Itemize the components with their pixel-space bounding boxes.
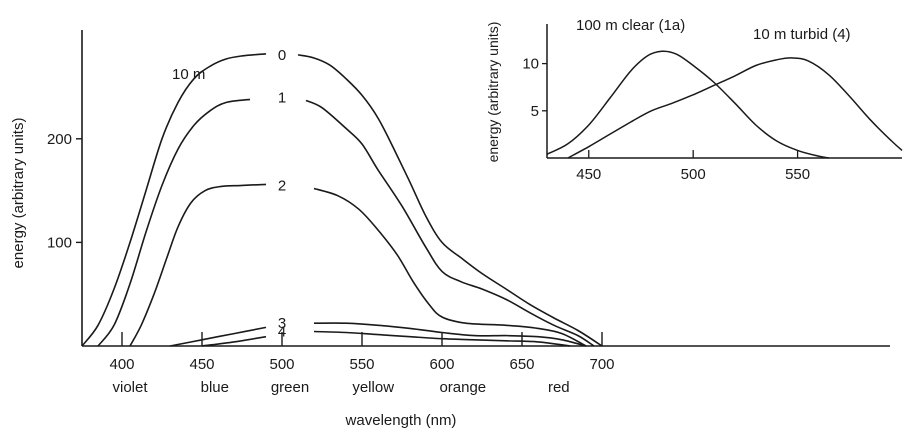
x-tick-label-550: 550 (349, 356, 374, 373)
color-band-green: green (271, 379, 309, 396)
series-label-3: 3 (278, 315, 286, 332)
series-3-line-left (169, 326, 267, 347)
inset-series-1-line (546, 50, 830, 159)
series-label-2: 2 (278, 177, 286, 194)
series-1-line-right (305, 99, 595, 347)
x-tick-label-400: 400 (109, 356, 134, 373)
series-label-4: 4 (278, 323, 286, 340)
x-tick-label-700: 700 (589, 356, 614, 373)
series-0-line-left (81, 53, 267, 347)
series-3-line-right (313, 322, 587, 347)
color-band-violet: violet (112, 379, 148, 396)
x-tick-label-500: 500 (269, 356, 294, 373)
y-tick-label-100: 100 (47, 234, 72, 251)
inset-legend-clear: 100 m clear (1a) (576, 17, 685, 34)
series-4-line-left (201, 335, 267, 347)
inset-legend-turbid: 10 m turbid (4) (753, 26, 851, 43)
inset-y-axis-title: energy (arbitrary units) (485, 22, 501, 163)
series-label-1: 1 (278, 89, 286, 106)
x-tick-label-600: 600 (429, 356, 454, 373)
x-tick-label-650: 650 (509, 356, 534, 373)
inset-x-tick-label-550: 550 (785, 166, 810, 183)
series-0-line-right (297, 54, 603, 347)
inset-x-tick-label-450: 450 (576, 166, 601, 183)
depth-annotation: 10 m (172, 66, 205, 83)
x-tick-label-450: 450 (189, 356, 214, 373)
x-axis-title: wavelength (nm) (345, 412, 457, 429)
y-tick-label-200: 200 (47, 131, 72, 148)
inset-x-tick-label-500: 500 (681, 166, 706, 183)
color-band-blue: blue (201, 379, 229, 396)
series-1-line-left (97, 98, 251, 347)
inset-y-tick-label-10: 10 (522, 56, 539, 73)
y-axis-title: energy (arbitrary units) (10, 118, 27, 269)
color-band-yellow: yellow (352, 379, 394, 396)
series-2-line-left (129, 183, 267, 347)
series-2-line-right (313, 187, 587, 347)
inset-chart: 450 500 550 5 10 energy (arbitrary units) 100 … (485, 17, 903, 183)
inset-y-tick-label-5: 5 (531, 103, 539, 120)
color-band-orange: orange (439, 379, 486, 396)
inset-series-2-line (567, 57, 903, 159)
series-4-line-right (313, 330, 571, 347)
series-label-0: 0 (278, 47, 286, 64)
color-band-red: red (548, 379, 570, 396)
